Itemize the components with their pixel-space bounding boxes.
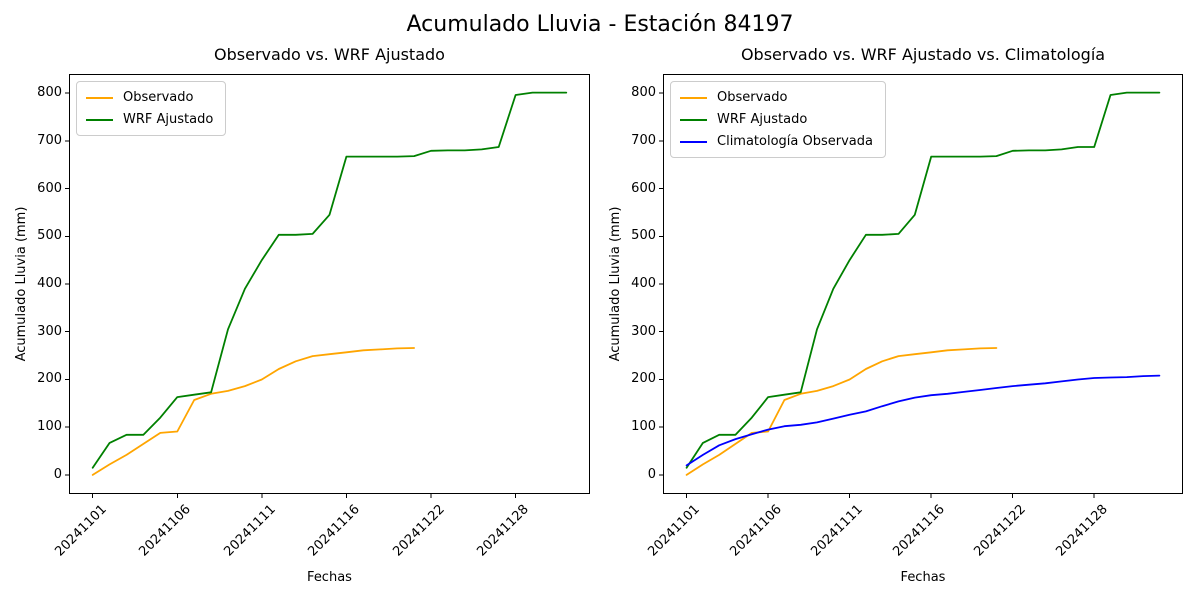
figure-title: Acumulado Lluvia - Estación 84197 [406, 12, 794, 37]
legend-item-wrf-ajustado: WRF Ajustado [680, 111, 873, 128]
y-tick-label: 0 [647, 466, 656, 482]
x-tick-label: 20241122 [971, 502, 1030, 560]
y-tick-label: 600 [631, 180, 656, 196]
legend-label: Climatología Observada [717, 134, 873, 149]
x-axis-label: Fechas [307, 570, 352, 585]
y-axis-label: Acumulado Lluvia (mm) [14, 206, 29, 362]
x-tick-label: 20241101 [51, 502, 110, 560]
y-tick-label: 700 [631, 132, 656, 148]
x-tick-label: 20241106 [727, 502, 785, 560]
x-tick-label: 20241111 [808, 502, 867, 560]
x-tick-label: 20241128 [1053, 502, 1111, 560]
legend-item-wrf-ajustado: WRF Ajustado [86, 111, 213, 128]
y-tick-label: 200 [631, 371, 656, 387]
y-tick-label: 700 [37, 132, 62, 148]
y-tick-label: 100 [631, 419, 656, 435]
legend-label: Observado [123, 90, 194, 105]
legend-label: Observado [717, 90, 788, 105]
x-tick-label: 20241111 [221, 502, 279, 560]
axes-frame [663, 74, 1183, 494]
observado-legend-line-icon [680, 96, 707, 99]
legend: Observado WRF Ajustado [76, 81, 227, 136]
legend-item-observado: Observado [86, 89, 213, 106]
x-tick-label: 20241116 [890, 502, 948, 560]
x-axis-label: Fechas [900, 570, 946, 585]
plot-area [65, 74, 590, 498]
y-tick-label: 600 [37, 180, 62, 196]
y-tick-label: 0 [53, 466, 62, 482]
chart-title: Observado vs. WRF Ajustado vs. Climatolo… [740, 45, 1106, 64]
observado-line [685, 347, 998, 476]
legend-item-observado: Observado [680, 89, 873, 106]
wrf-ajustado-line [91, 91, 568, 469]
y-tick-label: 100 [37, 419, 62, 435]
y-tick-label: 200 [37, 371, 62, 387]
right-chart: 0 100 200 300 400 500 600 700 800 20241101 2024110… [608, 45, 1183, 585]
y-tick-label: 500 [631, 228, 656, 244]
legend: Observado WRF Ajustado Climatología Observ… [670, 81, 886, 158]
y-tick-label: 800 [37, 85, 62, 101]
x-tick-label: 20241106 [136, 502, 194, 560]
axes-frame [69, 74, 590, 494]
x-tick-label: 20241101 [645, 502, 704, 560]
x-tick-label: 20241116 [305, 502, 364, 560]
wrf-ajustado-legend-line-icon [680, 118, 707, 121]
y-tick-label: 300 [37, 323, 62, 339]
climatologia-observada-legend-line-icon [680, 140, 707, 143]
y-tick-label: 500 [37, 228, 62, 244]
chart-title: Observado vs. WRF Ajustado [214, 45, 445, 64]
x-tick-label: 20241128 [474, 502, 533, 560]
observado-legend-line-icon [86, 96, 113, 99]
wrf-ajustado-line [685, 91, 1161, 469]
observado-line [91, 347, 416, 476]
y-tick-label: 800 [631, 85, 656, 101]
plot-area [659, 74, 1183, 498]
left-chart: 0 100 200 300 400 500 600 700 800 20241101 2024110… [14, 45, 590, 585]
wrf-ajustado-legend-line-icon [86, 118, 113, 121]
y-tick-label: 400 [37, 276, 62, 291]
y-axis-label: Acumulado Lluvia (mm) [608, 206, 623, 362]
legend-item-climatologia-observada: Climatología Observada [680, 133, 873, 150]
climatologia-observada-line [685, 374, 1161, 467]
legend-label: WRF Ajustado [123, 112, 214, 127]
y-tick-label: 300 [631, 323, 656, 339]
x-tick-label: 20241122 [390, 502, 448, 560]
y-tick-label: 400 [631, 276, 656, 291]
legend-label: WRF Ajustado [717, 112, 808, 127]
